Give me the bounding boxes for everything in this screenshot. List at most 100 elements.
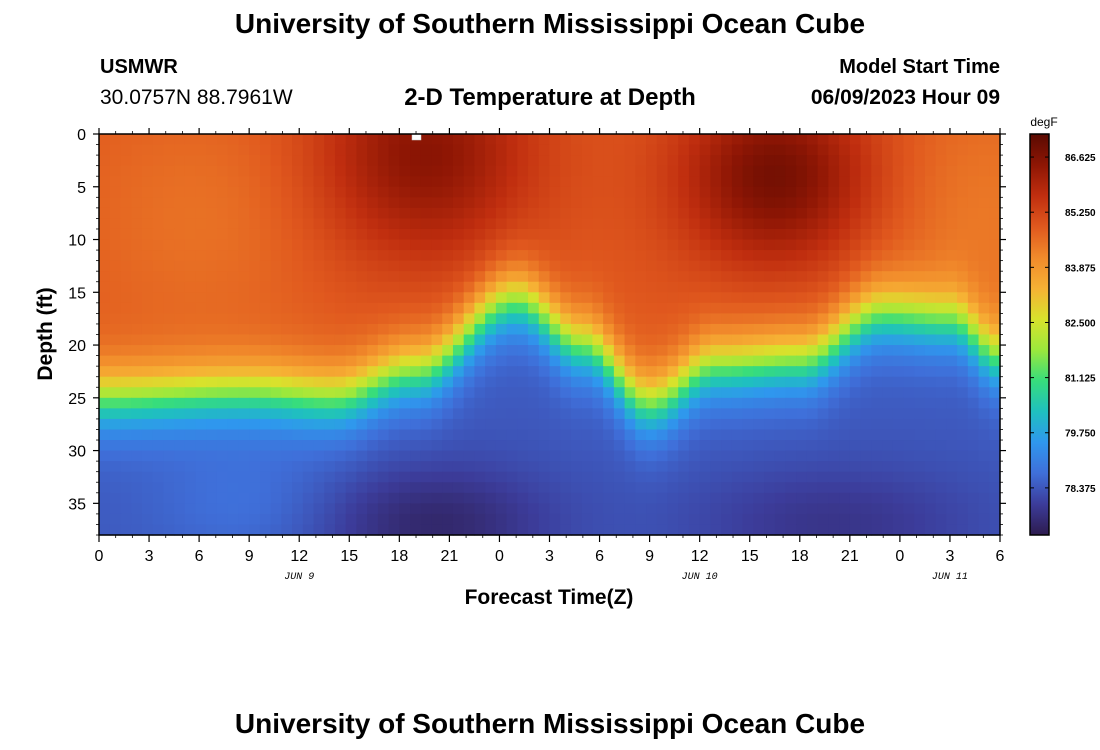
heatmap-cell [581, 239, 594, 251]
heatmap-cell [860, 524, 872, 536]
heatmap-cell [452, 218, 465, 230]
heatmap-cell [163, 355, 175, 367]
heatmap-cell [892, 397, 905, 409]
heatmap-cell [731, 408, 744, 420]
heatmap-cell [485, 292, 497, 304]
heatmap-cell [688, 471, 701, 483]
heatmap-cell [452, 313, 465, 325]
heatmap-cell [399, 440, 411, 452]
heatmap-cell [710, 197, 722, 209]
heatmap-cell [109, 397, 122, 409]
heatmap-cell [785, 513, 797, 526]
heatmap-cell [216, 418, 229, 431]
heatmap-cell [667, 429, 679, 441]
heatmap-cell [249, 355, 261, 367]
heatmap-cell [259, 471, 272, 483]
colorbar-tick-label: 79.750 [1065, 429, 1096, 440]
heatmap-cell [99, 429, 111, 441]
heatmap-cell [817, 228, 829, 241]
heatmap-cell [495, 513, 508, 526]
heatmap-cell [163, 334, 175, 346]
heatmap-cell [560, 228, 572, 241]
heatmap-cell [270, 492, 282, 504]
heatmap-cell [806, 134, 819, 146]
heatmap-cell [989, 155, 1001, 167]
heatmap-cell [463, 440, 476, 452]
heatmap-cell [892, 281, 905, 293]
heatmap-cell [882, 281, 894, 293]
heatmap-cell [431, 397, 443, 409]
heatmap-cell [206, 260, 218, 272]
heatmap-cell [753, 197, 765, 209]
heatmap-cell [184, 345, 197, 357]
heatmap-cell [624, 492, 636, 504]
heatmap-cell [238, 429, 250, 441]
heatmap-cell [785, 334, 797, 346]
heatmap-cell [463, 418, 476, 431]
heatmap-cell [699, 355, 711, 367]
heatmap-cell [120, 355, 132, 367]
heatmap-cell [216, 186, 229, 198]
heatmap-cell [495, 334, 508, 346]
heatmap-cell [924, 524, 937, 536]
heatmap-cell [442, 134, 454, 146]
heatmap-cell [216, 218, 229, 230]
heatmap-cell [152, 345, 164, 357]
heatmap-cell [120, 313, 132, 325]
heatmap-cell [946, 176, 958, 188]
heatmap-cell [656, 239, 669, 251]
heatmap-cell [442, 513, 454, 526]
heatmap-cell [292, 176, 304, 188]
heatmap-cell [184, 524, 197, 536]
heatmap-cell [549, 503, 561, 515]
heatmap-cell [249, 440, 261, 452]
heatmap-cell [849, 387, 862, 399]
heatmap-cell [270, 524, 282, 536]
heatmap-cell [420, 144, 433, 156]
heatmap-cell [452, 271, 465, 283]
heatmap-cell [227, 323, 240, 336]
heatmap-cell [249, 471, 261, 483]
heatmap-cell [560, 313, 572, 325]
heatmap-cell [860, 165, 872, 177]
heatmap-cell [506, 334, 518, 346]
heatmap-cell [635, 334, 647, 346]
heatmap-cell [967, 345, 980, 357]
heatmap-cell [806, 440, 819, 452]
heatmap-cell [914, 524, 926, 536]
heatmap-cell [624, 334, 636, 346]
heatmap-cell [828, 313, 840, 325]
heatmap-cell [871, 440, 883, 452]
heatmap-cell [249, 165, 261, 177]
heatmap-cell [463, 144, 476, 156]
heatmap-cell [463, 387, 476, 399]
heatmap-cell [452, 471, 465, 483]
heatmap-cell [753, 513, 765, 526]
heatmap-cell [849, 144, 862, 156]
heatmap-cell [785, 218, 797, 230]
heatmap-cell [581, 418, 594, 431]
heatmap-cell [163, 165, 175, 177]
heatmap-cell [474, 450, 486, 462]
colorbar-gradient [1029, 133, 1050, 536]
heatmap-cell [957, 524, 969, 536]
heatmap-cell [517, 271, 529, 283]
heatmap-cell [420, 429, 433, 441]
heatmap-cell [924, 461, 937, 473]
heatmap-cell [828, 397, 840, 409]
heatmap-cell [721, 513, 733, 526]
heatmap-cell [817, 250, 829, 262]
heatmap-cell [270, 408, 282, 420]
heatmap-cell [560, 461, 572, 473]
heatmap-cell [345, 450, 358, 462]
heatmap-cell [731, 482, 744, 494]
heatmap-cell [452, 302, 465, 314]
heatmap-cell [978, 366, 990, 378]
heatmap-cell [774, 271, 787, 283]
heatmap-cell [796, 134, 808, 146]
heatmap-cell [485, 323, 497, 336]
heatmap-cell [603, 524, 615, 536]
heatmap-cell [302, 387, 315, 399]
heatmap-cell [967, 429, 980, 441]
model-start-label: Model Start Time [839, 56, 1000, 78]
